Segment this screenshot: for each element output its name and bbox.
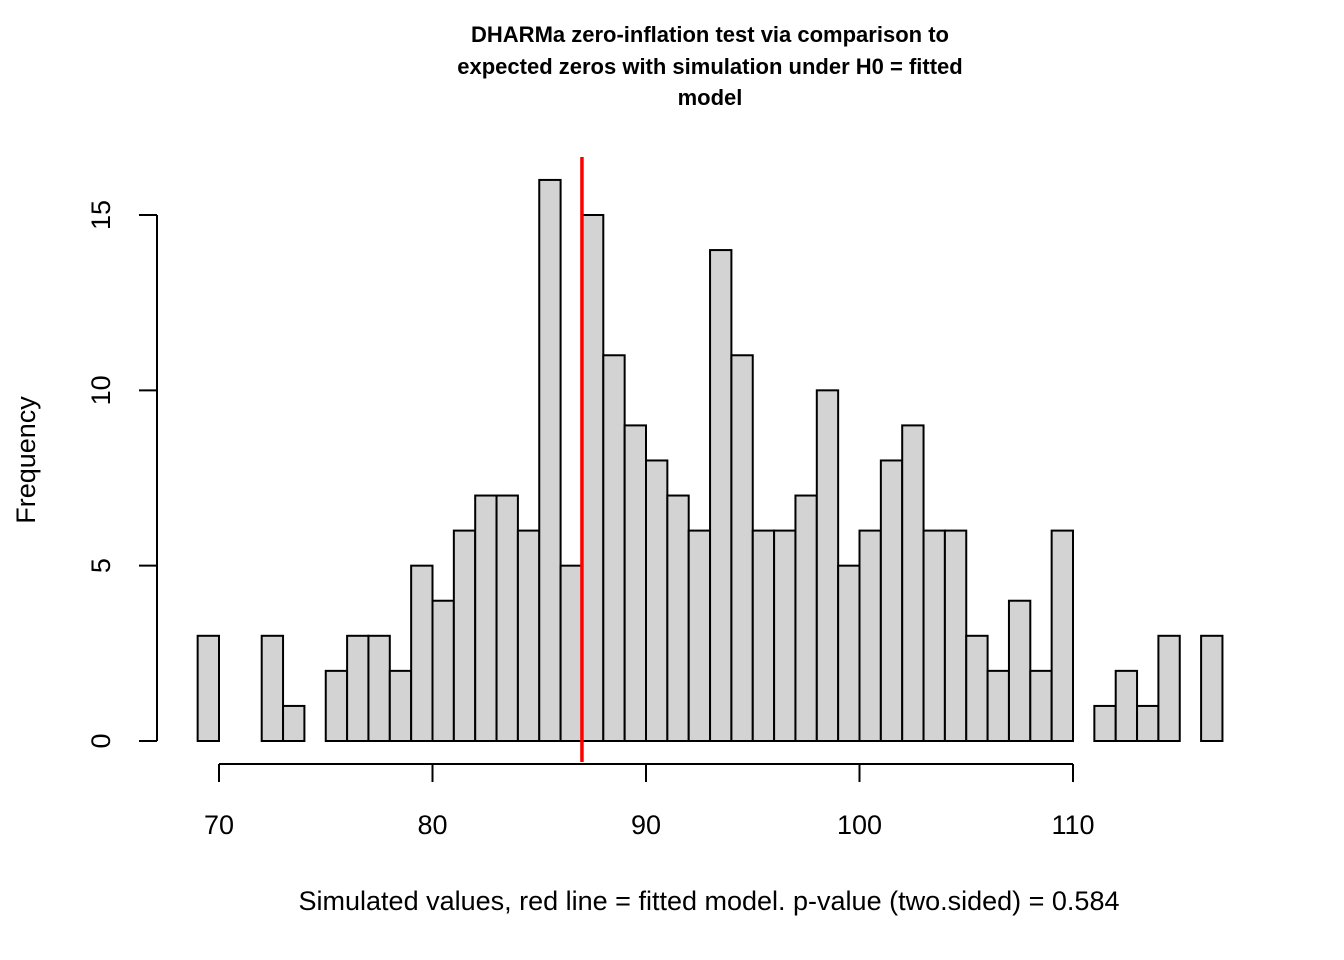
- histogram-bar: [794, 494, 818, 742]
- histogram-bar: [580, 214, 605, 742]
- histogram-bar: [1093, 704, 1117, 743]
- y-tick-label: 15: [86, 200, 116, 230]
- x-tick-label: 100: [837, 810, 882, 840]
- histogram-bar: [1050, 529, 1075, 742]
- y-tick-label: 10: [86, 375, 116, 405]
- y-axis: 0 5 10 15: [86, 200, 158, 749]
- histogram-bar: [495, 494, 519, 742]
- histogram-bar: [666, 494, 690, 742]
- histogram-bar: [1029, 669, 1053, 742]
- histogram-bar: [901, 424, 925, 742]
- histogram-bar: [516, 529, 541, 742]
- histogram-bar: [943, 529, 968, 742]
- histogram-bar: [1200, 634, 1224, 742]
- histogram-bar: [687, 529, 712, 742]
- histogram-bar: [452, 529, 477, 742]
- histogram-bar: [922, 529, 946, 742]
- x-axis: 70 80 90 100 110: [204, 763, 1095, 840]
- histogram-bar: [1007, 599, 1032, 742]
- y-axis-label: Frequency: [11, 396, 41, 524]
- histogram-bar: [965, 634, 989, 742]
- histogram-bar: [346, 634, 370, 742]
- x-axis-label: Simulated values, red line = fitted mode…: [299, 886, 1120, 916]
- x-tick-label: 70: [204, 810, 234, 840]
- y-tick-label: 0: [86, 733, 116, 748]
- histogram-bar: [986, 669, 1010, 742]
- histogram-bar: [773, 529, 797, 742]
- histogram-bar: [260, 634, 285, 742]
- histogram-bar: [645, 459, 669, 742]
- histogram-bar: [751, 529, 776, 742]
- histogram-bar: [709, 249, 733, 742]
- histogram-bar: [623, 424, 648, 742]
- histogram-bar: [815, 389, 840, 742]
- histogram-bar: [602, 354, 626, 742]
- histogram-bar: [474, 494, 498, 742]
- histogram-bar: [388, 669, 413, 742]
- x-tick-label: 90: [631, 810, 661, 840]
- histogram-bar: [431, 599, 455, 742]
- histogram-bar: [559, 564, 583, 743]
- bars-group: [196, 178, 1224, 743]
- histogram-bar: [879, 459, 904, 742]
- histogram-bar: [410, 564, 434, 743]
- chart-title-line-1: DHARMa zero-inflation test via compariso…: [471, 22, 949, 47]
- y-tick-label: 5: [86, 558, 116, 573]
- chart-title-line-2: expected zeros with simulation under H0 …: [457, 54, 962, 79]
- histogram-bar: [730, 354, 754, 742]
- histogram-bar: [1136, 704, 1160, 743]
- histogram-bar: [538, 178, 562, 742]
- histogram-bar: [324, 669, 349, 742]
- x-tick-label: 80: [417, 810, 447, 840]
- histogram-bar: [837, 564, 861, 743]
- histogram-bar: [196, 634, 220, 742]
- x-tick-label: 110: [1051, 810, 1094, 840]
- histogram-bar: [367, 634, 391, 742]
- histogram-bar: [1114, 669, 1139, 742]
- histogram-bar: [282, 704, 306, 743]
- chart-title-line-3: model: [678, 85, 743, 110]
- histogram-bar: [858, 529, 882, 742]
- histogram-bar: [1157, 634, 1181, 742]
